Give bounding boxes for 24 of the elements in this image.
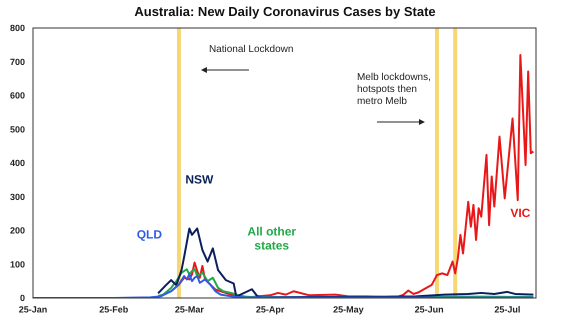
text: All other states bbox=[247, 224, 296, 252]
x-tick-label: 25-Jan bbox=[18, 304, 48, 314]
y-tick-label: 800 bbox=[10, 23, 25, 34]
x-tick-label: 25-Jul bbox=[494, 304, 520, 314]
x-tick-label: 25-Feb bbox=[99, 304, 129, 314]
ref-line-label: Melb lockdowns, hotspots then metro Melb bbox=[356, 72, 431, 107]
ref-line-label: National Lockdown bbox=[208, 44, 294, 55]
y-tick-label: 600 bbox=[10, 90, 25, 101]
y-tick-label: 500 bbox=[10, 124, 25, 134]
y-tick-label: 200 bbox=[10, 226, 25, 236]
x-tick-label: 25-Mar bbox=[174, 304, 204, 314]
text: QLD bbox=[136, 227, 162, 242]
x-tick-label: 25-May bbox=[333, 304, 364, 314]
y-tick-label: 400 bbox=[10, 158, 25, 168]
line-series bbox=[33, 273, 534, 298]
chart-title: Australia: New Daily Coronavirus Cases by State bbox=[133, 4, 437, 19]
x-tick-label: 25-Jun bbox=[414, 304, 444, 314]
y-tick-label: 700 bbox=[10, 56, 25, 67]
y-tick-label: 300 bbox=[10, 192, 25, 202]
x-tick-label: 25-Apr bbox=[256, 304, 285, 314]
series-label: VIC bbox=[510, 206, 531, 220]
y-tick-label: 100 bbox=[10, 259, 25, 270]
text: NSW bbox=[185, 172, 214, 186]
y-tick-label: 0 bbox=[20, 293, 25, 304]
